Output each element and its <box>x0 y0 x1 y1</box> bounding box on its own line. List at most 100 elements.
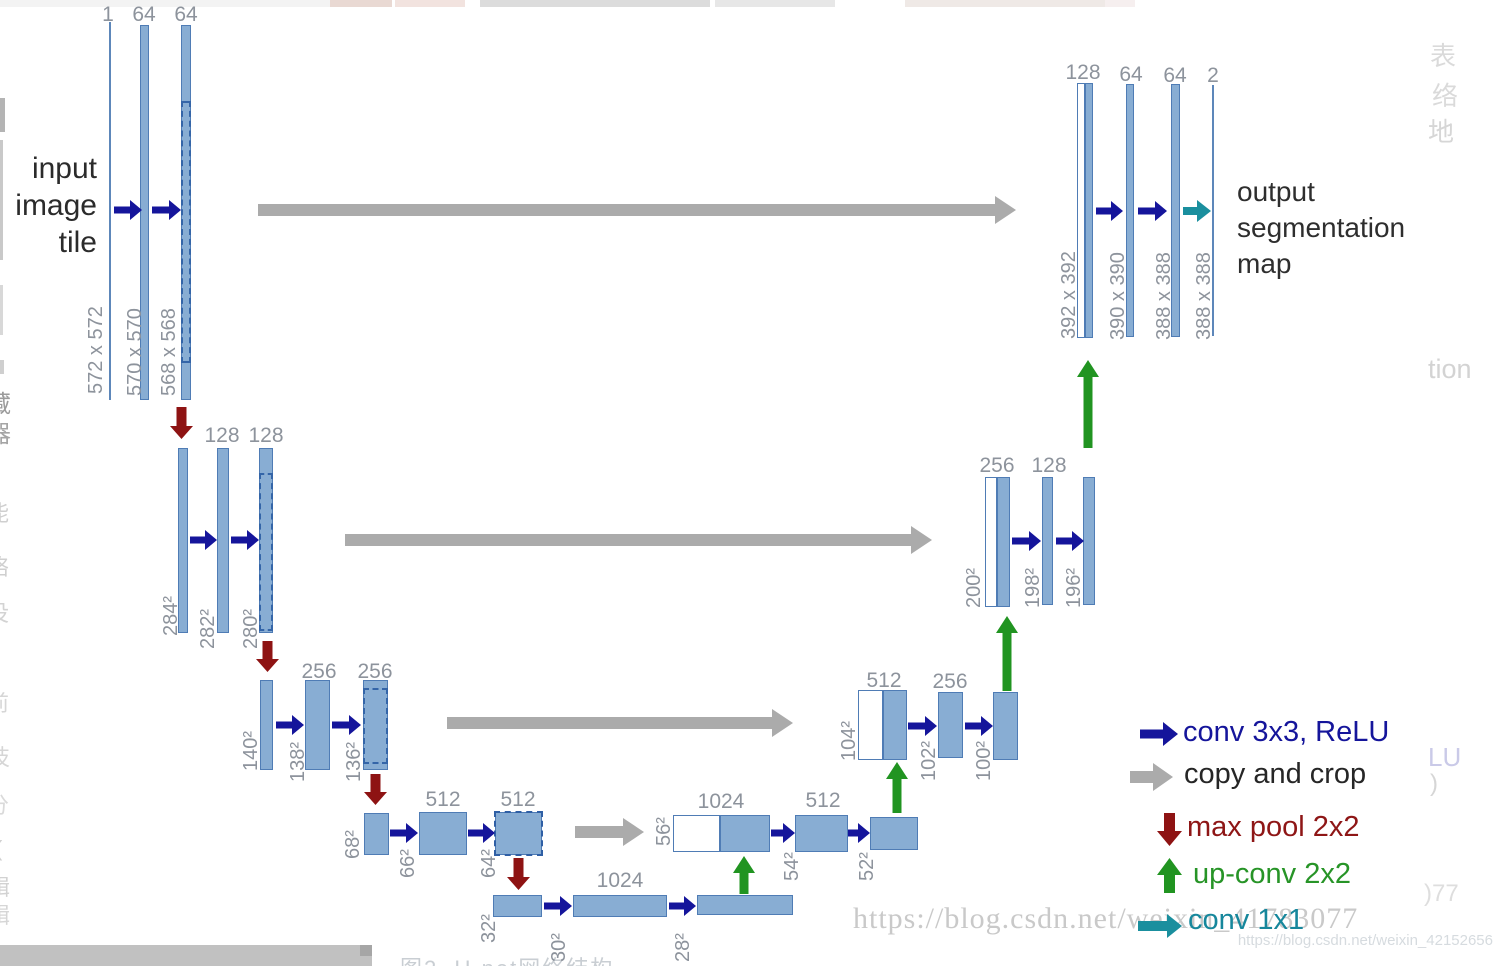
dimension-label: 136² <box>343 741 365 782</box>
enc3-conv1-bar <box>305 680 330 770</box>
conv-3x3-arrow <box>1138 201 1167 221</box>
dimension-label: 52² <box>856 852 878 881</box>
conv-3x3-arrow <box>190 530 217 550</box>
dec2-copied-bar <box>985 477 997 607</box>
channel-count-label: 512 <box>500 788 536 811</box>
bottom-progress-bar <box>0 945 372 966</box>
conv-3x3-arrow <box>1056 531 1084 551</box>
enc3-pool-bar <box>260 680 273 770</box>
input-layer-line <box>109 22 111 400</box>
output-segmentation-map-label: output segmentation map <box>1237 176 1406 279</box>
channel-count-label: 64 <box>1119 63 1143 86</box>
ghost-text: 技 <box>0 740 10 772</box>
dec3-upconv-box <box>883 690 907 760</box>
dec2-conv1-bar <box>1042 477 1053 605</box>
conv-3x3-arrow <box>1096 201 1123 221</box>
dimension-label: 140² <box>240 730 262 771</box>
dimension-label: 64² <box>478 849 500 878</box>
max-pool-arrow <box>1156 813 1182 846</box>
dimension-label: 284² <box>160 595 182 636</box>
channel-count-label: 512 <box>425 788 461 811</box>
channel-count-label: 1024 <box>697 790 745 813</box>
max-pool-arrow <box>363 774 387 805</box>
bottom-progress-bar-edge <box>360 945 372 956</box>
ghost-text: LU <box>1428 742 1462 772</box>
top-edge-strip <box>715 0 835 7</box>
copy-crop-arrow <box>447 709 793 737</box>
dimension-label: 568 x 568 <box>158 308 180 396</box>
top-edge-strip <box>330 0 392 7</box>
bottleneck-conv2-box <box>697 895 793 915</box>
legend-item-conv-1x1: conv 1x1 <box>1188 904 1305 936</box>
copy-source-dashed-outline <box>494 811 543 856</box>
conv-3x3-arrow <box>908 716 937 736</box>
up-conv-arrow <box>886 762 908 813</box>
dimension-label: 280² <box>240 608 262 649</box>
dimension-label: 32² <box>478 914 500 943</box>
ghost-text: 地 <box>1428 117 1455 147</box>
channel-count-label: 256 <box>301 660 337 683</box>
ghost-text: 表 <box>1430 41 1457 71</box>
conv-3x3-arrow <box>771 823 795 843</box>
ghost-text: 藏 <box>0 384 11 419</box>
csdn-watermark-small: https://blog.csdn.net/weixin_42152656 <box>1237 932 1493 949</box>
channel-count-label: 1 <box>102 3 114 26</box>
input-image-tile-label: input image tile <box>15 152 97 259</box>
left-edge-fragment <box>0 98 5 132</box>
channel-count-label: 2 <box>1207 64 1219 87</box>
ghost-text: 络 <box>1432 81 1459 111</box>
dec4-copied-box <box>673 815 720 852</box>
dimension-label: 54² <box>781 852 803 881</box>
channel-count-label: 256 <box>932 670 968 693</box>
conv-3x3-arrow <box>965 716 993 736</box>
dimension-label: 28² <box>672 933 694 962</box>
top-edge-strip <box>395 0 465 7</box>
dimension-label: 100² <box>973 740 995 781</box>
copy-crop-arrow <box>345 526 932 554</box>
copy-source-dashed-outline <box>363 688 388 764</box>
channel-count-label: 512 <box>866 669 902 692</box>
up-conv-arrow <box>996 616 1018 691</box>
dec3-copied-box <box>858 690 883 760</box>
csdn-watermark-large: https://blog.csdn.net/weixin_41783077 <box>853 902 1359 935</box>
conv-3x3-arrow <box>544 896 572 916</box>
enc2-conv1-bar <box>217 448 229 633</box>
up-conv-arrow <box>1156 858 1182 893</box>
conv-3x3-arrow <box>231 530 259 550</box>
legend-item-up-conv-2x2: up-conv 2x2 <box>1193 858 1351 890</box>
copy-source-dashed-outline <box>259 473 273 631</box>
ghost-text: 能 <box>0 496 9 528</box>
conv-1x1-arrow <box>1138 914 1182 938</box>
left-edge-fragment <box>0 360 4 374</box>
dimension-label: 68² <box>342 830 364 859</box>
top-edge-strip <box>0 0 330 7</box>
enc4-pool-box <box>364 813 389 855</box>
ghost-text: 没 <box>0 596 9 628</box>
ghost-text: 辑 <box>0 870 10 902</box>
enc2-conv2-bar <box>259 448 273 633</box>
ghost-text: 器 <box>0 414 11 449</box>
legend-item-max-pool-2x2: max pool 2x2 <box>1187 811 1360 843</box>
dimension-label: 56² <box>653 817 675 846</box>
channel-count-label: 128 <box>248 424 284 447</box>
dimension-label: 572 x 572 <box>85 306 107 394</box>
top-edge-strip <box>905 0 1105 7</box>
dimension-label: 388 x 388 <box>1153 252 1175 340</box>
dimension-label: 282² <box>197 608 219 649</box>
conv-3x3-arrow <box>848 823 870 843</box>
ghost-text: 辑 <box>0 898 10 930</box>
dec2-upconv-bar <box>997 477 1010 607</box>
conv-1x1-arrow <box>1183 200 1211 222</box>
dimension-label: 30² <box>548 933 570 962</box>
conv-3x3-arrow <box>390 823 418 843</box>
enc1-conv2-bar <box>181 25 191 400</box>
channel-count-label: 64 <box>1163 64 1187 87</box>
enc4-conv1-box <box>419 812 467 855</box>
output-layer-line <box>1212 85 1214 336</box>
max-pool-arrow <box>255 641 279 672</box>
bottleneck-conv1-box <box>573 895 667 917</box>
conv-3x3-arrow <box>276 715 304 735</box>
legend-item-conv-3x3-relu: conv 3x3, ReLU <box>1183 716 1390 748</box>
ghost-text: 前 <box>0 686 9 718</box>
